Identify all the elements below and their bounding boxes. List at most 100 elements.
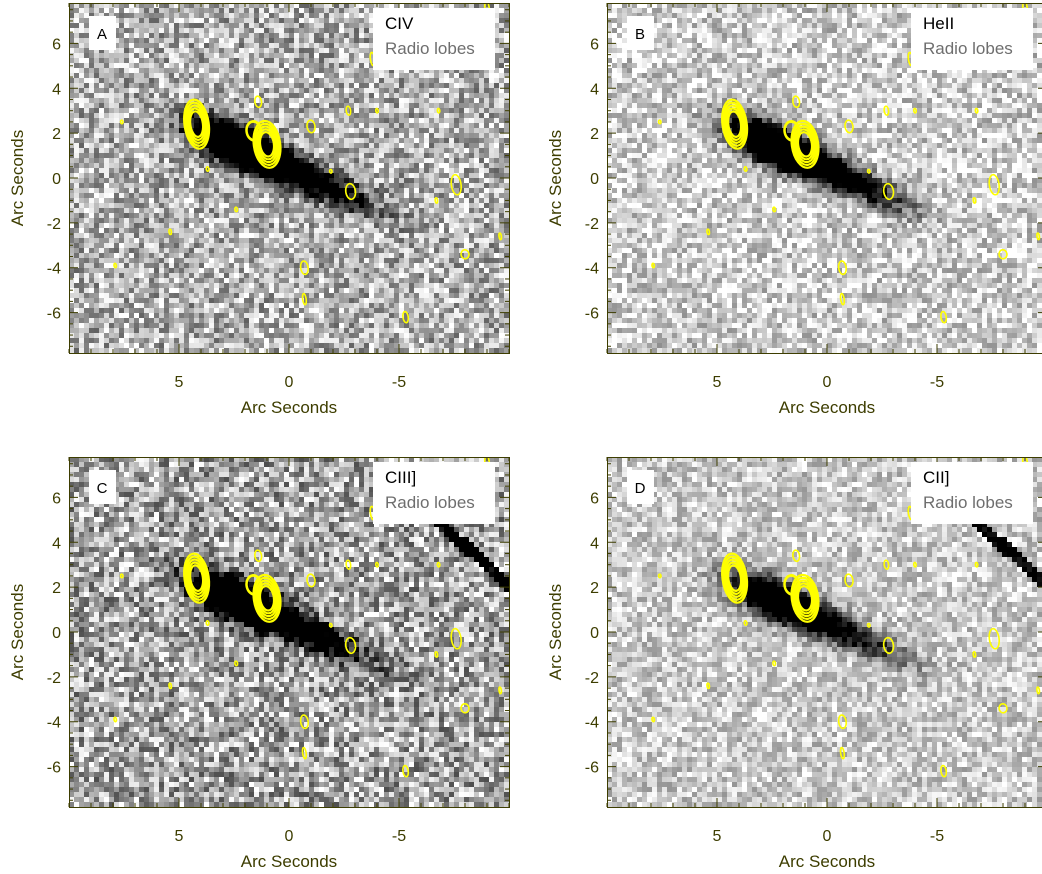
- radio-contours: [651, 3, 1041, 324]
- radio-contour: [998, 703, 1008, 714]
- radio-contour: [254, 549, 263, 563]
- axis-ticks: [68, 457, 510, 807]
- radio-contour: [844, 573, 854, 588]
- panel-letter: D: [635, 480, 646, 497]
- radio-contour: [205, 619, 210, 627]
- radio-contour: [743, 619, 748, 627]
- radio-contour: [882, 182, 895, 201]
- y-tick-label: 0: [590, 171, 599, 188]
- radio-contour: [792, 576, 818, 621]
- x-tick-label: -5: [392, 828, 406, 845]
- radio-contour: [234, 206, 239, 213]
- legend-box: [911, 8, 1033, 70]
- legend-box: [373, 462, 495, 524]
- radio-contour: [460, 249, 470, 260]
- x-tick-label: -5: [392, 374, 406, 391]
- radio-contour: [839, 292, 846, 306]
- radio-contour: [374, 107, 380, 114]
- radio-contour: [436, 561, 441, 568]
- radio-contour: [721, 552, 749, 604]
- radio-contour: [168, 228, 173, 236]
- y-tick-label: -4: [47, 715, 61, 732]
- y-axis-title: Arc Seconds: [546, 130, 565, 226]
- radio-contour: [187, 561, 206, 595]
- radio-contour: [866, 622, 871, 628]
- legend-overlay-label: Radio lobes: [923, 39, 1013, 58]
- radio-contour: [345, 559, 352, 570]
- radio-contour: [246, 121, 262, 141]
- radio-contour: [721, 98, 749, 150]
- radio-contour: [245, 574, 263, 596]
- radio-contour: [724, 104, 746, 144]
- radio-contour: [783, 120, 801, 142]
- radio-contour: [254, 122, 280, 167]
- panel-label-box: [89, 470, 116, 504]
- y-tick-label: 4: [590, 81, 599, 98]
- y-tick-label: 6: [52, 490, 61, 507]
- legend-line-label: HeII: [923, 14, 954, 33]
- panel-a: 5 0 -5 6 4 2 0 -2 -4 -6 Arc Seconds Arc Seconds A CIV…: [8, 3, 510, 417]
- x-axis-title: Arc Seconds: [779, 852, 875, 871]
- panel-label-box: [89, 16, 116, 50]
- x-tick-label: 5: [713, 828, 722, 845]
- legend-box: [373, 8, 495, 70]
- radio-contour: [402, 764, 410, 778]
- y-tick-label: 2: [590, 580, 599, 597]
- legend-overlay-label: Radio lobes: [923, 493, 1013, 512]
- y-tick-label: 4: [52, 535, 61, 552]
- y-tick-label: 6: [590, 36, 599, 53]
- y-tick-label: 2: [590, 126, 599, 143]
- radio-contour: [205, 165, 210, 173]
- x-tick-label: 0: [823, 374, 832, 391]
- radio-contour: [706, 228, 711, 236]
- radio-contour: [183, 98, 211, 150]
- radio-contour: [792, 549, 801, 563]
- panel-label: C: [89, 470, 116, 504]
- legend: CII] Radio lobes: [911, 462, 1033, 524]
- radio-contour: [299, 260, 310, 276]
- radio-contour: [450, 173, 462, 196]
- radio-contour: [972, 650, 977, 658]
- radio-contour: [498, 232, 503, 241]
- radio-contour: [988, 627, 1000, 650]
- legend-line-label: CIV: [385, 14, 414, 33]
- radio-contour: [790, 573, 820, 623]
- x-axis-title: Arc Seconds: [241, 398, 337, 417]
- radio-contour: [722, 555, 747, 601]
- y-axis-title: Arc Seconds: [546, 584, 565, 680]
- x-tick-label: 5: [713, 374, 722, 391]
- x-tick-label: 0: [285, 374, 294, 391]
- y-tick-label: 0: [52, 625, 61, 642]
- radio-contour: [254, 576, 280, 621]
- radio-contour: [974, 561, 979, 568]
- y-tick-label: -2: [47, 670, 61, 687]
- axis-ticks: [68, 3, 510, 353]
- y-tick-label: -4: [585, 715, 599, 732]
- radio-contour: [727, 110, 743, 138]
- radio-contour: [724, 558, 746, 598]
- legend-line-label: CII]: [923, 468, 949, 487]
- panel-label-box: [627, 470, 654, 504]
- radio-contour: [988, 173, 1000, 196]
- radio-contour: [374, 561, 380, 568]
- y-tick-label: 4: [590, 535, 599, 552]
- radio-contour: [189, 110, 205, 138]
- x-tick-label: -5: [930, 828, 944, 845]
- radio-contour: [727, 564, 743, 592]
- legend-overlay-label: Radio lobes: [385, 493, 475, 512]
- radio-contour: [252, 119, 282, 169]
- legend: CIII] Radio lobes: [373, 462, 495, 524]
- panel-label: B: [627, 16, 654, 50]
- radio-contour: [772, 660, 777, 667]
- panel-b: 5 0 -5 6 4 2 0 -2 -4 -6 Arc Seconds Arc Seconds B HeI…: [546, 3, 1042, 417]
- radio-contour: [844, 119, 854, 134]
- y-tick-label: 4: [52, 81, 61, 98]
- radio-contour: [883, 559, 890, 570]
- radio-contour: [113, 716, 118, 723]
- radio-contour: [187, 107, 206, 141]
- radio-contour: [186, 558, 208, 598]
- radio-contour: [912, 561, 918, 568]
- radio-contour: [344, 636, 357, 655]
- radio-contour: [189, 564, 205, 592]
- radio-contour: [246, 575, 262, 595]
